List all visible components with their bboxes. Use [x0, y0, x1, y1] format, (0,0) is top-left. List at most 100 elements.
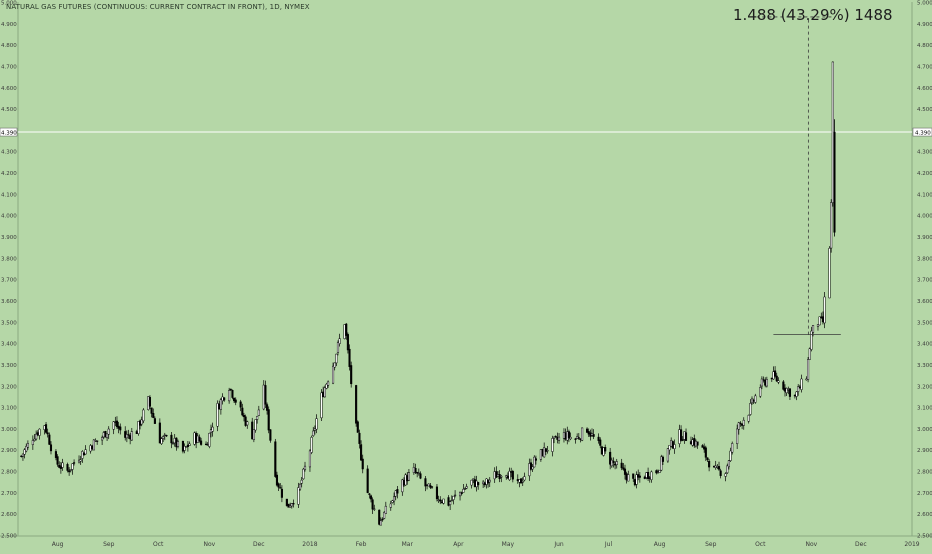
candle-body	[139, 420, 142, 426]
candle-body	[821, 316, 824, 323]
candle-body	[279, 487, 282, 489]
candle-body	[655, 470, 658, 474]
candle-body	[221, 396, 224, 401]
candle-body	[449, 501, 452, 505]
candle-body	[124, 431, 127, 438]
candle-body	[759, 387, 762, 397]
candle-body	[287, 503, 290, 508]
candle-body	[391, 500, 394, 503]
candle-body	[760, 378, 763, 387]
candle-body	[592, 434, 595, 437]
y-tick-label-left: 4.800	[1, 43, 17, 49]
y-tick-label-right: 3.100	[917, 406, 932, 412]
candle-body	[632, 473, 635, 479]
candle-body	[714, 465, 717, 468]
candle-body	[81, 451, 84, 459]
candle-body	[701, 445, 704, 448]
y-tick-label-right: 2.600	[917, 512, 932, 518]
candle-body	[574, 438, 577, 440]
candle-body	[176, 441, 180, 447]
y-tick-label-left: 2.900	[1, 448, 17, 454]
candle-body	[531, 466, 534, 470]
candle-body	[717, 466, 721, 470]
candle-body	[102, 432, 105, 438]
candle-body	[609, 451, 612, 465]
candle-body	[610, 459, 613, 467]
candle-body	[747, 414, 750, 422]
candle-body	[785, 388, 788, 394]
candle-body	[627, 474, 630, 482]
y-tick-label-left: 4.700	[1, 64, 17, 70]
candle-body	[483, 482, 486, 486]
candle-body	[181, 440, 184, 452]
y-tick-label-right: 4.300	[917, 150, 932, 156]
candle-body	[625, 473, 628, 481]
candle-body	[429, 485, 432, 488]
candle-body	[92, 439, 95, 451]
x-tick-label: Nov	[203, 541, 215, 548]
x-tick-label: 2018	[302, 541, 317, 548]
candle-body	[661, 456, 664, 462]
candle-body	[43, 425, 46, 430]
y-tick-label-left: 4.200	[1, 171, 17, 177]
candle-body	[289, 505, 292, 508]
y-tick-label-right: 4.900	[917, 22, 932, 28]
candle-body	[211, 426, 214, 432]
candle-body	[373, 508, 376, 510]
candle-body	[787, 389, 790, 391]
candle-body	[650, 471, 653, 480]
y-tick-label-right: 3.500	[917, 320, 932, 326]
candle-body	[216, 403, 219, 427]
crosshair-badge-right	[912, 127, 932, 137]
candle-body	[450, 499, 453, 502]
candle-body	[297, 487, 300, 505]
candle-body	[557, 436, 561, 441]
candle-body	[726, 465, 729, 474]
candle-body	[724, 473, 727, 477]
candle-body	[308, 450, 312, 468]
candle-body	[125, 434, 128, 439]
candle-body	[394, 490, 397, 497]
chart-title: NATURAL GAS FUTURES (CONTINUOUS: CURRENT…	[6, 3, 310, 11]
candle-body	[615, 461, 618, 465]
candle-body	[117, 425, 120, 429]
candle-body	[135, 431, 138, 434]
candle-body	[153, 418, 156, 424]
candle-body	[678, 429, 681, 444]
candle-body	[84, 449, 87, 455]
candle-body	[368, 493, 371, 495]
y-tick-label-left: 2.700	[1, 491, 17, 497]
candle-body	[35, 433, 38, 440]
candle-body	[506, 475, 509, 479]
candle-body	[163, 434, 166, 436]
candle-body	[731, 443, 734, 453]
x-tick-label: Dec	[855, 541, 867, 548]
candle-body	[338, 338, 341, 344]
candle-body	[440, 501, 443, 504]
y-tick-label-right: 2.700	[917, 491, 932, 497]
candle-body	[498, 474, 501, 480]
candle-body	[25, 445, 28, 452]
candle-body	[355, 385, 358, 424]
candle-body	[683, 431, 686, 440]
candle-body	[369, 495, 373, 500]
candle-body	[577, 437, 580, 439]
candle-body	[485, 478, 488, 485]
candle-body	[119, 426, 122, 431]
candle-body	[439, 499, 442, 502]
candle-body	[487, 480, 490, 484]
candle-body	[209, 429, 213, 433]
candle-body	[586, 428, 589, 433]
y-tick-label-left: 3.400	[1, 342, 17, 348]
candle-body	[660, 456, 663, 471]
candle-body	[302, 468, 305, 480]
candle-body	[689, 441, 693, 445]
candle-body	[148, 397, 152, 407]
y-tick-label-left: 5.000	[1, 1, 17, 7]
candle-body	[254, 419, 257, 431]
candle-body	[589, 432, 592, 437]
candle-body	[797, 386, 800, 392]
candle-body	[251, 421, 254, 440]
